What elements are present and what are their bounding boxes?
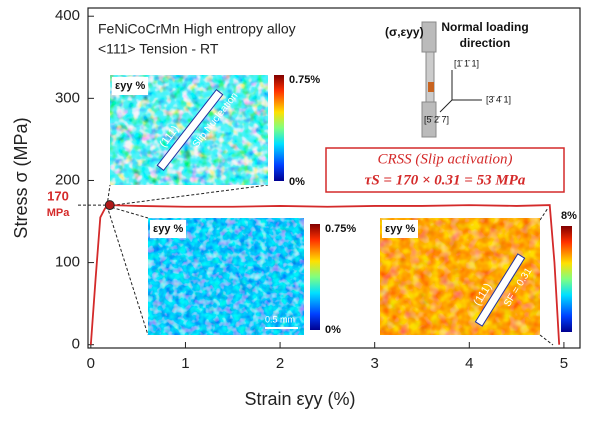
colorbar xyxy=(274,75,284,181)
y-tick-label: 100 xyxy=(55,254,80,271)
x-tick-label: 0 xyxy=(87,355,95,372)
specimen-diagram: (σ,εyy) Normal loading direction [1̄ 1̄ … xyxy=(385,20,529,138)
colorbar-label: 0% xyxy=(325,324,341,336)
annotation: (σ,εyy) xyxy=(385,25,424,39)
yield-marker xyxy=(104,200,115,211)
y-tick-label: 300 xyxy=(55,89,80,106)
annotation: <111> Tension - RT xyxy=(98,41,219,57)
x-tick-label: 5 xyxy=(560,355,568,372)
x-tick-label: 4 xyxy=(465,355,473,372)
label-box xyxy=(382,220,418,238)
specimen xyxy=(428,82,434,92)
label-box xyxy=(112,77,148,95)
y-tick-label: 200 xyxy=(55,171,80,188)
inset-label: εyy % xyxy=(385,223,416,235)
annotation: CRSS (Slip activation) xyxy=(378,151,513,167)
annotation: 170 xyxy=(47,188,69,203)
plot-frame xyxy=(87,7,581,349)
connector xyxy=(106,184,111,207)
colorbar xyxy=(561,226,572,332)
crss-box xyxy=(325,147,565,193)
annotation: FeNiCoCrMn High entropy alloy xyxy=(98,21,296,37)
colorbar-label: 8% xyxy=(561,210,577,222)
inset-map: εyy % (111) Slip Nucleation 0.75% 0% xyxy=(106,74,320,207)
annotation: [5̄ 2̄ 7] xyxy=(424,114,449,124)
annotation: Normal loading xyxy=(441,20,528,34)
annotation: [3̄ 4̄ 1] xyxy=(486,94,511,104)
specimen xyxy=(421,101,437,138)
slip-band xyxy=(474,253,526,327)
axis-arrow xyxy=(439,99,453,113)
connector xyxy=(539,207,549,221)
specimen xyxy=(425,51,435,103)
stress-strain-curve xyxy=(89,204,561,345)
x-tick-label: 1 xyxy=(181,355,189,372)
y-tick-label: 0 xyxy=(72,336,80,353)
connector xyxy=(106,184,269,207)
connector xyxy=(106,205,149,336)
colorbar-label: 0.75% xyxy=(325,223,356,235)
connector xyxy=(539,334,554,346)
inset-map: εyy % (111) SF = 0.31 8% xyxy=(379,207,577,346)
colorbar-label: 0% xyxy=(289,176,305,188)
annotation: [1̄ 1̄ 1] xyxy=(454,58,479,68)
y-axis-title: Stress σ (MPa) xyxy=(11,117,31,238)
specimen xyxy=(421,21,437,53)
annotation: τS = 170 × 0.31 = 53 MPa xyxy=(365,172,526,188)
slip-band xyxy=(156,89,224,171)
scale-label: 0.5 mm xyxy=(265,314,295,324)
x-tick-label: 2 xyxy=(276,355,284,372)
x-axis-title: Strain εyy (%) xyxy=(244,389,355,409)
inset-label: εyy % xyxy=(153,223,184,235)
y-tick-label: 400 xyxy=(55,7,80,24)
inset-label: εyy % xyxy=(115,80,146,92)
label-box xyxy=(150,220,186,238)
annotation: MPa xyxy=(47,207,71,219)
x-tick-label: 3 xyxy=(371,355,379,372)
colorbar-label: 0.75% xyxy=(289,74,320,86)
annotation: direction xyxy=(460,36,511,50)
inset-map: εyy % 0.5 mm 0.75% 0% xyxy=(106,205,356,336)
colorbar xyxy=(310,224,320,330)
